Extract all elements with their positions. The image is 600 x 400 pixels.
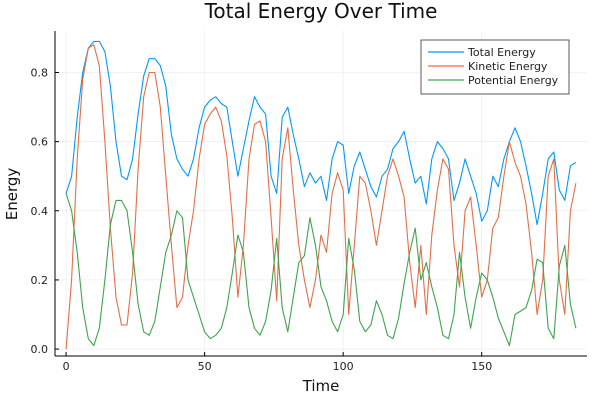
series-line-total-energy: [65, 40, 577, 226]
y-tick-label: 0.8: [31, 66, 49, 79]
axes: [54, 31, 587, 357]
x-tick-label: 0: [63, 360, 70, 373]
y-tick-label: 0.6: [31, 136, 49, 149]
series-lines: [65, 40, 577, 350]
x-tick-label: 50: [198, 360, 212, 373]
chart-title: Total Energy Over Time: [204, 0, 438, 23]
legend-label-potential-energy: Potential Energy: [468, 74, 559, 87]
x-tick-label: 100: [333, 360, 354, 373]
y-tick-label: 0.2: [31, 274, 49, 287]
y-axis-title: Energy: [3, 168, 21, 221]
legend-box: [420, 39, 570, 95]
x-axis-title: Time: [302, 377, 340, 395]
legend-label-total-energy: Total Energy: [467, 46, 536, 59]
y-tick-label: 0.4: [31, 205, 49, 218]
y-tick-label: 0.0: [31, 343, 49, 356]
x-tick-label: 150: [471, 360, 492, 373]
legend-label-kinetic-energy: Kinetic Energy: [468, 60, 548, 73]
series-line-kinetic-energy: [65, 44, 577, 350]
ticks: 0 50 100 150 0.0 0.2 0.4 0.6 0.8: [31, 66, 493, 373]
series-line-potential-energy: [65, 193, 577, 347]
